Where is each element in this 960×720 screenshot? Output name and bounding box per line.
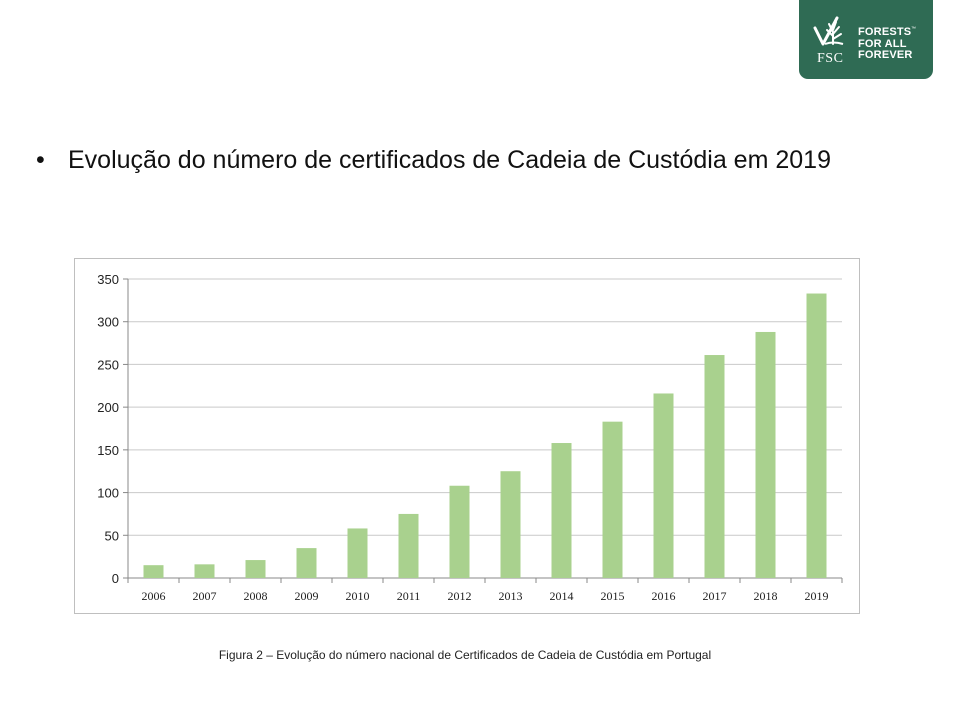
x-tick-label: 2015 <box>601 589 625 603</box>
x-tick-label: 2011 <box>397 589 421 603</box>
fsc-wordmark: FSC <box>817 51 844 66</box>
x-tick-label: 2006 <box>142 589 166 603</box>
bar <box>143 565 164 578</box>
y-tick-label: 150 <box>97 443 119 458</box>
x-tick-label: 2018 <box>754 589 778 603</box>
bar <box>500 471 521 578</box>
chart-frame: 0 50 100 150 200 250 300 350 2006 2007 2008 2009 201… <box>74 258 860 614</box>
tagline-line: FORESTS <box>858 26 912 38</box>
bar <box>653 393 674 578</box>
bar-chart: 0 50 100 150 200 250 300 350 2006 2007 2008 2009 201… <box>97 272 843 603</box>
y-tick-label: 350 <box>97 272 119 287</box>
y-tick-label: 250 <box>97 357 119 372</box>
y-tick-label: 50 <box>105 528 119 543</box>
x-tick-label: 2013 <box>499 589 523 603</box>
tree-checkmark-icon <box>813 16 844 46</box>
y-tick-label: 100 <box>97 486 119 501</box>
x-tick-label: 2012 <box>448 589 472 603</box>
y-tick-label: 300 <box>97 315 119 330</box>
slide-heading: Evolução do número de certificados de Ca… <box>68 146 831 174</box>
fsc-logo: FSC FORESTS FOR ALL FOREVER ™ <box>799 0 933 79</box>
bar <box>551 443 572 578</box>
x-tick-label: 2008 <box>244 589 268 603</box>
bar <box>347 528 368 578</box>
bar <box>296 548 317 578</box>
bar <box>398 513 419 578</box>
x-tick-label: 2009 <box>295 589 319 603</box>
logo-tagline: FORESTS FOR ALL FOREVER <box>858 26 913 62</box>
y-tick-label: 200 <box>97 400 119 415</box>
tagline-line: FOR ALL <box>858 37 907 50</box>
bar <box>449 485 470 578</box>
bar <box>245 560 266 578</box>
bar <box>755 331 776 578</box>
figure-caption: Figura 2 – Evolução do número nacional d… <box>218 648 712 662</box>
y-tick-label: 0 <box>112 571 119 586</box>
x-tick-label: 2010 <box>346 589 370 603</box>
x-tick-label: 2016 <box>652 589 676 603</box>
x-tick-label: 2014 <box>550 589 574 603</box>
bar <box>602 421 623 578</box>
bar <box>704 355 725 578</box>
bar <box>194 564 215 578</box>
bullet-icon: • <box>36 146 45 174</box>
trademark-mark: ™ <box>911 26 916 32</box>
x-tick-label: 2019 <box>805 589 829 603</box>
x-tick-label: 2007 <box>193 589 217 603</box>
tagline-line: FOREVER <box>858 49 913 61</box>
x-tick-label: 2017 <box>703 589 727 603</box>
bar <box>806 293 827 578</box>
